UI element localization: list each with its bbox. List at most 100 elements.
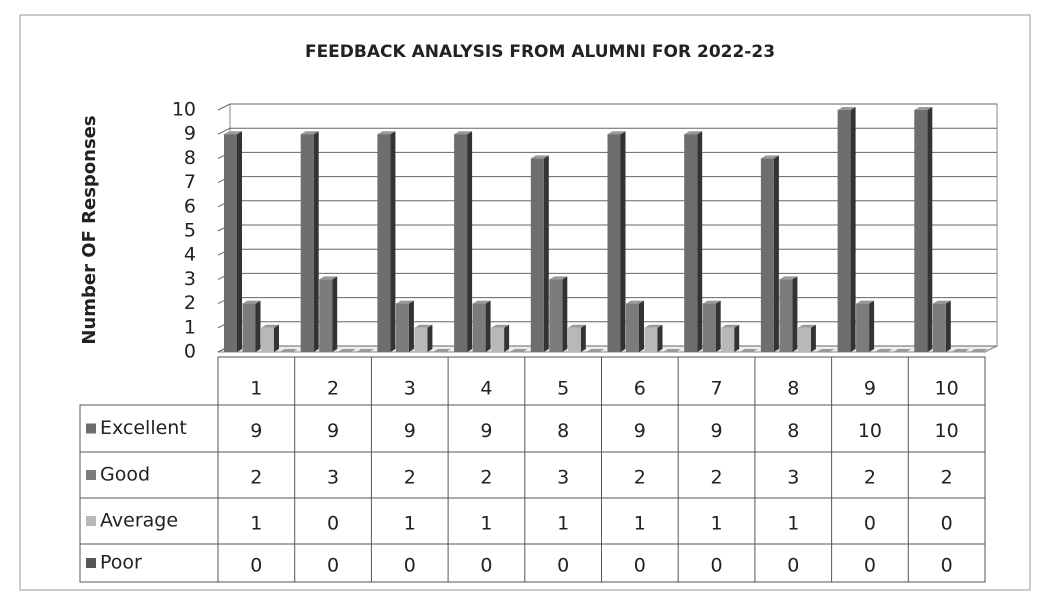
bar-top bbox=[491, 324, 510, 328]
bar-top bbox=[684, 131, 703, 135]
bar-top bbox=[319, 276, 338, 280]
table-value: 2 bbox=[941, 467, 953, 489]
bar-side bbox=[332, 276, 338, 352]
bar bbox=[454, 134, 468, 352]
bar bbox=[837, 110, 851, 352]
bar-top bbox=[395, 300, 414, 304]
x-tick-label: 2 bbox=[327, 378, 339, 400]
bar-side bbox=[237, 131, 242, 352]
bar-side bbox=[620, 131, 626, 352]
bar bbox=[242, 303, 256, 352]
bar bbox=[414, 327, 428, 352]
table-value: 1 bbox=[711, 513, 723, 535]
bar-top bbox=[837, 107, 856, 110]
bar bbox=[607, 134, 621, 352]
bar-top bbox=[874, 349, 893, 352]
bar bbox=[319, 279, 333, 352]
bar bbox=[721, 327, 735, 352]
table-value: 9 bbox=[404, 420, 416, 442]
bar-side bbox=[734, 324, 740, 352]
bar bbox=[797, 327, 811, 352]
bar-top bbox=[261, 324, 279, 328]
bar-top bbox=[454, 131, 473, 135]
table-value: 0 bbox=[327, 555, 339, 577]
bar-side bbox=[657, 324, 663, 352]
bar-side bbox=[792, 276, 798, 352]
bar-top bbox=[816, 349, 835, 352]
bar-top bbox=[779, 276, 798, 280]
table-value: 0 bbox=[327, 513, 339, 535]
bar-side bbox=[562, 276, 568, 352]
table-value: 1 bbox=[250, 513, 262, 535]
table-value: 0 bbox=[864, 555, 876, 577]
x-tick-label: 4 bbox=[480, 378, 492, 400]
x-tick-label: 8 bbox=[787, 378, 799, 400]
bar bbox=[549, 279, 563, 352]
bar bbox=[530, 158, 544, 352]
bar-top bbox=[567, 324, 586, 328]
table-value: 9 bbox=[250, 420, 262, 442]
bar-top bbox=[586, 349, 605, 352]
table-value: 1 bbox=[480, 513, 492, 535]
bar-top bbox=[432, 349, 451, 352]
x-tick-label: 6 bbox=[634, 378, 646, 400]
table-value: 2 bbox=[480, 467, 492, 489]
table-value: 2 bbox=[711, 467, 723, 489]
bar-side bbox=[697, 131, 703, 352]
y-tick-label: 5 bbox=[184, 220, 196, 242]
bar-top bbox=[644, 324, 663, 328]
chart-title: FEEDBACK ANALYSIS FROM ALUMNI FOR 2022-2… bbox=[305, 42, 775, 62]
legend-swatch bbox=[86, 558, 96, 568]
bar bbox=[644, 327, 658, 352]
y-tick-label: 9 bbox=[184, 123, 196, 145]
table-value: 0 bbox=[250, 555, 262, 577]
x-tick-label: 1 bbox=[250, 378, 262, 400]
bar-top bbox=[549, 276, 568, 280]
table-value: 1 bbox=[787, 513, 799, 535]
bar-top bbox=[356, 349, 375, 352]
bar-top bbox=[530, 155, 549, 159]
y-tick-label: 1 bbox=[184, 316, 196, 338]
bar-top bbox=[663, 349, 681, 352]
table-value: 8 bbox=[787, 420, 799, 442]
bar-side bbox=[313, 131, 319, 352]
bar bbox=[472, 303, 486, 352]
bar bbox=[760, 158, 774, 352]
table-value: 0 bbox=[864, 513, 876, 535]
bar-side bbox=[639, 300, 644, 352]
y-tick-label: 4 bbox=[184, 244, 196, 266]
legend-swatch bbox=[86, 423, 96, 434]
bar-side bbox=[715, 300, 721, 352]
bar-side bbox=[543, 155, 549, 352]
table-value: 1 bbox=[557, 513, 569, 535]
x-tick-label: 10 bbox=[935, 378, 959, 400]
y-tick-label: 3 bbox=[184, 268, 196, 290]
bar-top bbox=[377, 131, 396, 135]
bar bbox=[702, 303, 716, 352]
legend-swatch bbox=[86, 470, 96, 480]
bar bbox=[626, 303, 639, 352]
bar-top bbox=[300, 131, 319, 135]
bar bbox=[377, 134, 391, 352]
table-value: 2 bbox=[864, 467, 876, 489]
legend-swatch bbox=[86, 516, 96, 526]
bar-side bbox=[850, 107, 856, 352]
grid-line bbox=[217, 127, 997, 135]
table-value: 9 bbox=[327, 420, 339, 442]
bar-top bbox=[797, 324, 816, 328]
table-value: 1 bbox=[634, 513, 646, 535]
bar-side bbox=[945, 300, 951, 352]
bar-top bbox=[932, 300, 951, 304]
bar-side bbox=[467, 131, 473, 352]
table-value: 0 bbox=[557, 555, 569, 577]
bar-top bbox=[337, 349, 356, 352]
bar bbox=[932, 303, 946, 352]
table-value: 2 bbox=[634, 467, 646, 489]
bar-top bbox=[702, 300, 721, 304]
bar-side bbox=[869, 300, 875, 352]
bar-top bbox=[914, 107, 933, 110]
y-tick-label: 10 bbox=[172, 99, 196, 121]
bar-side bbox=[773, 155, 779, 352]
x-tick-label: 3 bbox=[404, 378, 416, 400]
y-tick-label: 8 bbox=[184, 147, 196, 169]
